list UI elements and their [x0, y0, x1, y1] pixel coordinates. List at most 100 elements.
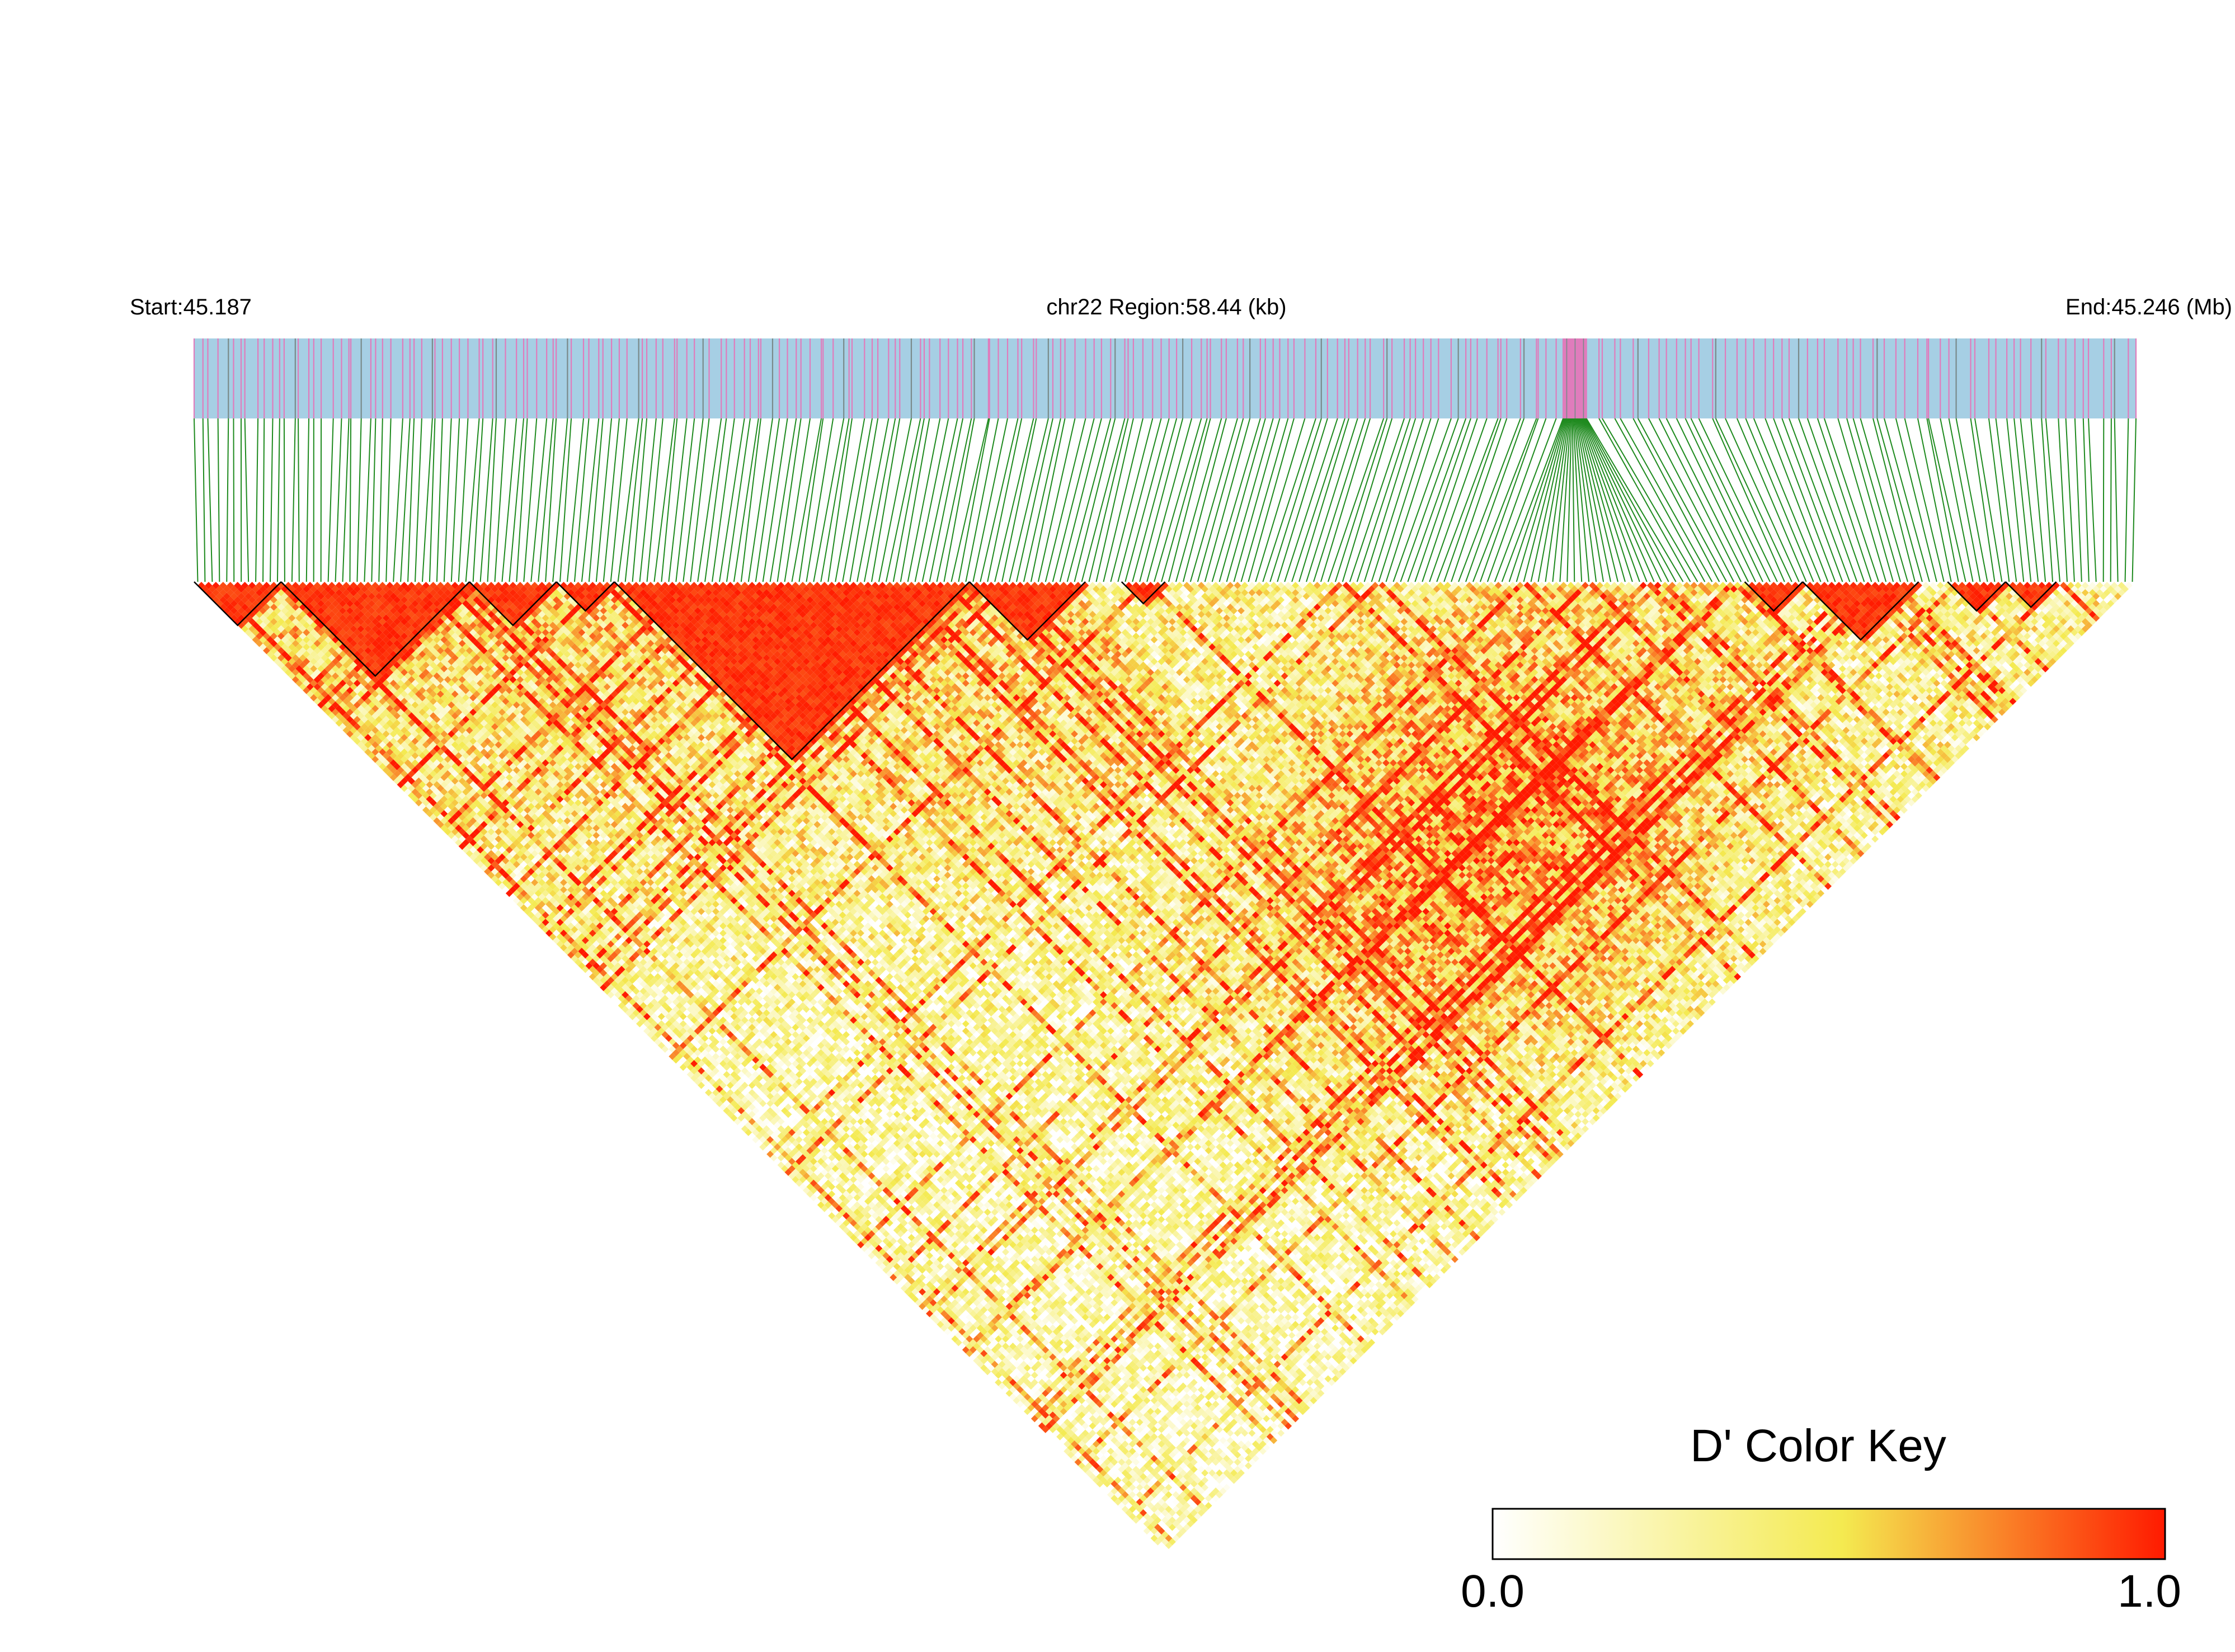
- connector-line: [1147, 418, 1192, 582]
- connector-line: [2007, 418, 2024, 582]
- connector-line: [218, 418, 220, 582]
- connector-line: [987, 418, 1022, 582]
- connector-line: [596, 418, 611, 582]
- connector-line: [270, 418, 273, 582]
- end-position-label: End:45.246 (Mb): [2065, 295, 2232, 319]
- connector-line: [208, 418, 212, 582]
- connector-line: [256, 418, 258, 582]
- connector-line: [1765, 418, 1828, 582]
- connector-line: [343, 418, 349, 582]
- connector-line: [1038, 418, 1075, 582]
- connector-line: [2066, 418, 2074, 582]
- connector-line: [1584, 418, 1668, 582]
- region-title-label: chr22 Region:58.44 (kb): [1046, 295, 1286, 319]
- connector-line: [298, 418, 299, 582]
- connector-line: [194, 418, 197, 582]
- connector-line: [756, 418, 779, 582]
- variant-position-track: [194, 338, 2136, 418]
- connector-line: [307, 418, 309, 582]
- connector-line: [1691, 418, 1770, 582]
- connector-line: [2021, 418, 2039, 582]
- connector-line: [1444, 418, 1501, 582]
- connector-line: [640, 418, 656, 582]
- connector-line: [1789, 418, 1850, 582]
- connector-line: [1205, 418, 1250, 582]
- connector-line: [741, 418, 761, 582]
- connector-line: [203, 418, 205, 582]
- connector-line: [379, 418, 383, 582]
- connector-line: [1176, 418, 1221, 582]
- connector-line: [1808, 418, 1864, 582]
- connector-line: [1578, 418, 1618, 582]
- connector-line: [2083, 418, 2089, 582]
- ld-triangle-heatmap: [197, 582, 2132, 1553]
- connector-line: [1255, 418, 1305, 582]
- connector-line: [1716, 418, 1792, 582]
- connector-line: [2125, 418, 2129, 582]
- connector-line: [908, 418, 940, 582]
- connector-line: [1277, 418, 1328, 582]
- connector-line: [763, 418, 788, 582]
- connector-line: [1408, 418, 1466, 582]
- connector-line: [364, 418, 371, 582]
- connector-line: [473, 418, 483, 582]
- connector-line: [1299, 418, 1349, 582]
- connector-line: [2115, 418, 2118, 582]
- connector-line: [676, 418, 694, 582]
- connector-line: [481, 418, 493, 582]
- connector-line: [1853, 418, 1900, 582]
- connector-line: [995, 418, 1033, 582]
- connector-line: [2046, 418, 2060, 582]
- connector-line: [1677, 418, 1756, 582]
- connector-line: [1782, 418, 1842, 582]
- connector-line: [451, 418, 459, 582]
- connector-line: [647, 418, 662, 582]
- connector-line: [1686, 418, 1763, 582]
- connector-line: [1017, 418, 1053, 582]
- connector-line: [930, 418, 963, 582]
- connector-line: [1227, 418, 1273, 582]
- connector-line: [980, 418, 1018, 582]
- connector-line: [611, 418, 627, 582]
- connector-line: [973, 418, 1008, 582]
- connector-line: [575, 418, 589, 582]
- connector-line: [245, 418, 249, 582]
- connector-line: [292, 418, 295, 582]
- connector-line: [415, 418, 422, 582]
- connector-line: [1046, 418, 1086, 582]
- connector-line: [850, 418, 878, 582]
- connector-line: [393, 418, 403, 582]
- connector-line: [958, 418, 989, 582]
- connector-line: [284, 418, 285, 582]
- marker-connector-lines: [194, 418, 2136, 582]
- connector-line: [2058, 418, 2067, 582]
- connector-line: [1321, 418, 1370, 582]
- connector-line: [1896, 418, 1937, 582]
- connector-line: [661, 418, 677, 582]
- connector-line: [1754, 418, 1821, 582]
- connector-line: [1799, 418, 1857, 582]
- connector-line: [1191, 418, 1238, 582]
- connector-line: [1638, 418, 1726, 582]
- connector-line: [233, 418, 234, 582]
- connector-line: [1517, 418, 1565, 582]
- connector-line: [604, 418, 619, 582]
- connector-line: [444, 418, 451, 582]
- connector-line: [1699, 418, 1777, 582]
- connector-line: [386, 418, 390, 582]
- connector-line: [2088, 418, 2096, 582]
- connector-line: [1220, 418, 1265, 582]
- connector-line: [1975, 418, 2002, 582]
- connector-line: [1538, 418, 1568, 582]
- connector-line: [1451, 418, 1507, 582]
- connector-line: [1466, 418, 1524, 582]
- connector-line: [466, 418, 479, 582]
- connector-line: [459, 418, 468, 582]
- connector-line: [336, 418, 342, 582]
- connector-line: [1429, 418, 1486, 582]
- connector-line: [1905, 418, 1944, 582]
- connector-line: [357, 418, 361, 582]
- connector-line: [227, 418, 228, 582]
- connector-line: [1495, 418, 1556, 582]
- connector-line: [2014, 418, 2031, 582]
